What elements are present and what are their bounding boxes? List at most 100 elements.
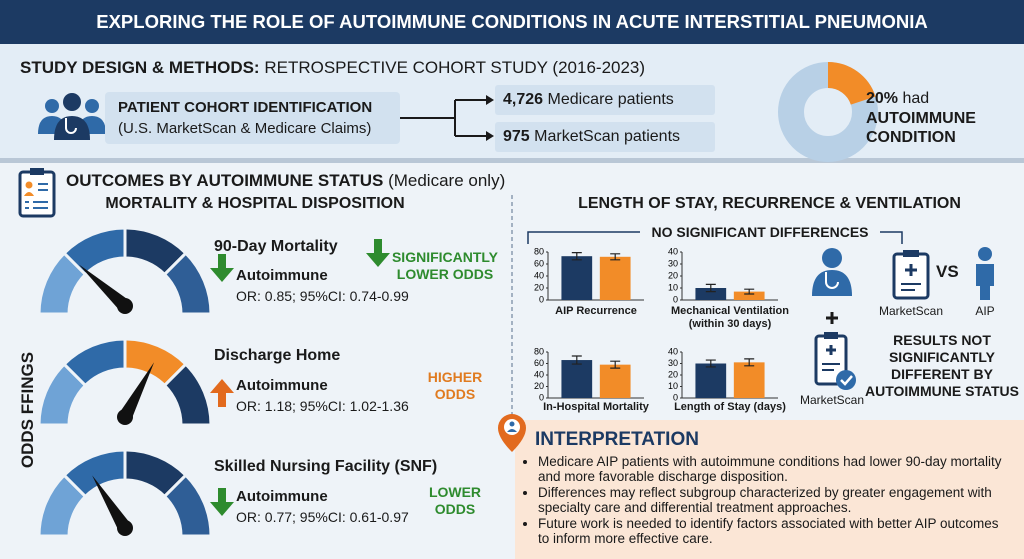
error-bar: [571, 355, 582, 365]
outcome-verdict: HIGHER ODDS: [427, 369, 483, 402]
error-bar: [744, 358, 755, 367]
design-label: STUDY DESIGN & METHODS:: [20, 58, 260, 77]
cohort-title: PATIENT COHORT IDENTIFICATION: [118, 99, 373, 116]
y-tick-label: 20: [534, 282, 544, 292]
gauge-pivot: [117, 409, 133, 425]
cohort-box: [105, 92, 400, 144]
clipboard-icon: [18, 168, 56, 218]
outcome-group: Autoimmune: [236, 488, 328, 505]
compare-label: MarketScan: [799, 393, 865, 407]
y-tick-label: 40: [534, 270, 544, 280]
design-line: STUDY DESIGN & METHODS: RETROSPECTIVE CO…: [20, 58, 645, 78]
count: 4,726: [503, 91, 544, 108]
y-tick-label: 30: [668, 358, 678, 368]
header-band: [0, 0, 1024, 44]
error-bar: [744, 288, 755, 295]
secondary-note: NO SIGNIFICANT DIFFERENCES: [651, 224, 869, 240]
chart-title: Length of Stay (days): [674, 401, 786, 413]
outcome-title: 90-Day Mortality: [214, 238, 338, 255]
outcome-verdict: SIGNIFICANTLY LOWER ODDS: [391, 249, 499, 282]
bar: [733, 291, 765, 300]
outcome-group: Autoimmune: [236, 267, 328, 284]
y-tick-label: 40: [668, 246, 678, 256]
y-tick-label: 10: [668, 381, 678, 391]
up-arrow: [210, 379, 234, 407]
y-tick-label: 20: [668, 369, 678, 379]
result-note: RESULTS NOT SIGNIFICANTLY DIFFERENT BY A…: [865, 332, 1019, 399]
clipboard-check-icon: [814, 332, 856, 390]
gauge-segment: [162, 362, 213, 427]
error-bar: [571, 252, 582, 261]
divider: [0, 158, 1024, 163]
count-line: 4,726 Medicare patients: [503, 91, 674, 109]
y-tick-label: 20: [534, 381, 544, 391]
down-arrow: [210, 254, 234, 282]
bar: [695, 288, 727, 300]
bullet: Medicare AIP patients with autoimmune co…: [538, 454, 1012, 484]
bar: [733, 362, 765, 398]
gauge-needle: [118, 362, 155, 421]
page-title: EXPLORING THE ROLE OF AUTOIMMUNE CONDITI…: [96, 11, 928, 32]
outcome-stat: OR: 0.85; 95%CI: 0.74-0.99: [236, 288, 409, 304]
error-bar: [705, 359, 716, 368]
y-tick-label: 0: [539, 294, 544, 304]
chart-title: AIP Recurrence: [555, 305, 637, 317]
gauge-segment: [162, 473, 213, 538]
outcomes-scope: (Medicare only): [388, 171, 506, 190]
gauge-needle: [92, 475, 131, 532]
gauge-needle: [78, 264, 130, 312]
y-tick-label: 0: [673, 294, 678, 304]
y-tick-label: 30: [668, 258, 678, 268]
cohort-source: (U.S. MarketScan & Medicare Claims): [118, 120, 372, 137]
bar: [561, 256, 593, 300]
cohort-arrows: [400, 99, 488, 137]
count-line: 975 MarketScan patients: [503, 128, 680, 146]
gauge-segment: [162, 251, 213, 316]
y-tick-label: 80: [534, 246, 544, 256]
share-line: 20% had: [866, 90, 929, 108]
share-condition: AUTOIMMUNE CONDITION: [866, 110, 976, 146]
design-text: RETROSPECTIVE COHORT STUDY (2016-2023): [264, 58, 646, 77]
secondary-title: LENGTH OF STAY, RECURRENCE & VENTILATION: [578, 195, 961, 212]
outcome-stat: OR: 1.18; 95%CI: 1.02-1.36: [236, 398, 409, 414]
y-tick-label: 80: [534, 346, 544, 356]
bar: [561, 360, 593, 398]
people-icon: [38, 93, 106, 140]
outcome-group: Autoimmune: [236, 377, 328, 394]
interpretation-band: [515, 420, 1024, 559]
count-box: [495, 85, 715, 115]
outcomes-title: OUTCOMES BY AUTOIMMUNE STATUS: [66, 171, 384, 190]
arrow-heads: [486, 95, 494, 141]
count-label: Medicare patients: [547, 91, 674, 108]
bullet: Differences may reflect subgroup charact…: [538, 485, 1012, 515]
vs-label: VS: [936, 262, 959, 281]
bracket: [527, 231, 903, 244]
clipboard-icon: [892, 250, 930, 300]
y-tick-label: 0: [673, 392, 678, 402]
bar: [599, 364, 631, 398]
interpretation-title: INTERPRETATION: [535, 429, 699, 450]
doctor-icon: [812, 248, 852, 296]
count-box: [495, 122, 715, 152]
person-icon: [976, 247, 994, 300]
y-tick-label: 40: [534, 369, 544, 379]
chart-title: In-Hospital Mortality: [543, 401, 649, 413]
down-arrow: [366, 239, 390, 267]
share-label: 20%: [866, 90, 899, 107]
donut-slice: [827, 62, 876, 106]
y-tick-label: 0: [539, 392, 544, 402]
interpretation-list: Medicare AIP patients with autoimmune co…: [522, 454, 1012, 547]
share-note: had: [902, 90, 930, 107]
gauge-pivot: [117, 520, 133, 536]
side-label: ODDS FFINGS: [18, 351, 37, 469]
pin-icon: [498, 414, 526, 452]
error-bar: [610, 360, 621, 369]
outcome-title: Skilled Nursing Facility (SNF): [214, 458, 438, 475]
plus: [826, 312, 838, 324]
bar: [695, 363, 727, 398]
y-tick-label: 10: [668, 282, 678, 292]
down-arrow: [210, 488, 234, 516]
compare-label: AIP: [975, 304, 995, 318]
